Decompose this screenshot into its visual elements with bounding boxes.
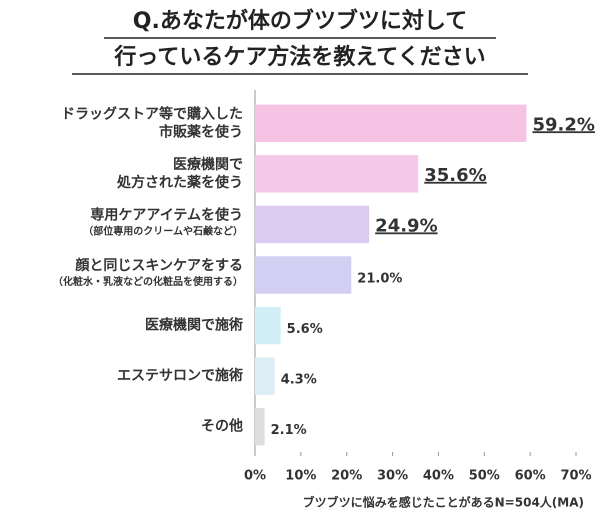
x-tick-label: 20% (331, 469, 362, 484)
x-tick-label: 0% (244, 469, 266, 484)
value-label: 21.0% (357, 272, 402, 287)
bar (255, 256, 352, 294)
category-sublabel: （化粧水・乳液などの化粧品を使用する） (53, 275, 243, 288)
bar (255, 306, 281, 345)
category-label: その他 (201, 418, 243, 435)
category-label: 市販薬を使う (159, 123, 243, 140)
bar (255, 205, 370, 244)
category-label: 医療機関で施術 (145, 317, 243, 334)
value-label: 2.1% (271, 423, 307, 438)
value-label: 5.6% (287, 322, 323, 337)
value-label: 4.3% (281, 373, 317, 388)
category-label: ドラッグストア等で購入した (61, 105, 243, 122)
x-tick-label: 10% (285, 469, 316, 484)
chart-title: Q.あなたが体のブツブツに対して (133, 8, 467, 34)
value-label: 59.2% (532, 114, 594, 135)
bar (255, 155, 419, 193)
category-sublabel: （部位専用のクリームや石鹸など） (83, 224, 243, 237)
category-label: 顔と同じスキンケアをする (74, 257, 243, 274)
category-label: 医療機関で (173, 156, 243, 173)
x-tick-label: 40% (423, 469, 454, 484)
chart-title: 行っているケア方法を教えてください (113, 44, 485, 70)
value-label: 35.6% (424, 165, 486, 186)
category-label: 専用ケアアイテムを使う (90, 206, 243, 223)
bar (255, 408, 265, 446)
x-tick-label: 60% (515, 469, 546, 484)
value-label: 24.9% (375, 215, 437, 236)
category-label: 処方された薬を使う (116, 174, 243, 191)
x-tick-label: 50% (469, 469, 500, 484)
category-label: エステサロンで施術 (117, 367, 243, 384)
bar (255, 104, 527, 142)
x-axis-label: ブツブツに悩みを感じたことがあるN=504人(MA) (303, 495, 584, 510)
bar (255, 357, 275, 395)
x-tick-label: 70% (560, 469, 591, 484)
x-tick-label: 30% (377, 469, 408, 484)
